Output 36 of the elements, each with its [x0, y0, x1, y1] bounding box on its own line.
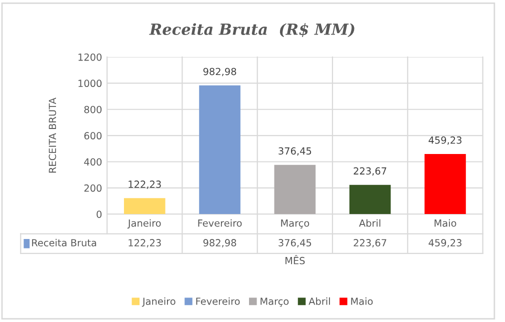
category-label: Janeiro — [142, 297, 176, 307]
data-label: 459,23 — [428, 239, 462, 248]
text: 376,45 — [278, 147, 312, 156]
legend-label: Receita Bruta — [32, 238, 96, 246]
y-tick-label: 600 — [84, 132, 102, 140]
x-axis-title: MÊS — [286, 255, 305, 264]
x-tick-label: Janeiro — [127, 219, 161, 229]
y-axis-title: RECEITA BRUTA — [48, 98, 56, 173]
text: 223,67 — [354, 167, 386, 176]
text: 982,98 — [203, 68, 236, 76]
y-tick-label: 400 — [84, 158, 102, 166]
data-label: 376,45 — [278, 239, 312, 248]
y-tick-label: 1200 — [78, 53, 102, 61]
category-label: Maio — [351, 297, 373, 305]
category-label: Abril — [308, 297, 330, 305]
y-tick-label: 0 — [96, 210, 102, 218]
x-tick-label: Maio — [434, 219, 456, 227]
text: 122,23 — [128, 180, 161, 189]
data-label: 122,23 — [128, 239, 161, 248]
data-label: 223,67 — [354, 239, 386, 248]
category-label: Março — [260, 298, 289, 307]
data-label: 982,98 — [203, 239, 236, 248]
x-tick-label: Março — [281, 220, 310, 229]
bar — [199, 85, 240, 214]
category-label: Fevereiro — [196, 297, 240, 305]
bar — [274, 164, 316, 214]
y-tick-label: 800 — [84, 106, 102, 114]
x-tick-label: Fevereiro — [198, 219, 242, 227]
bar — [124, 198, 166, 214]
bar — [349, 184, 391, 214]
y-tick-label: 1000 — [78, 80, 102, 88]
y-tick-label: 200 — [84, 184, 102, 192]
text: 459,23 — [428, 136, 462, 145]
x-tick-label: Abril — [359, 219, 380, 227]
chart-title: Receita Bruta (R$ MM) — [149, 23, 354, 38]
bar — [424, 154, 466, 214]
